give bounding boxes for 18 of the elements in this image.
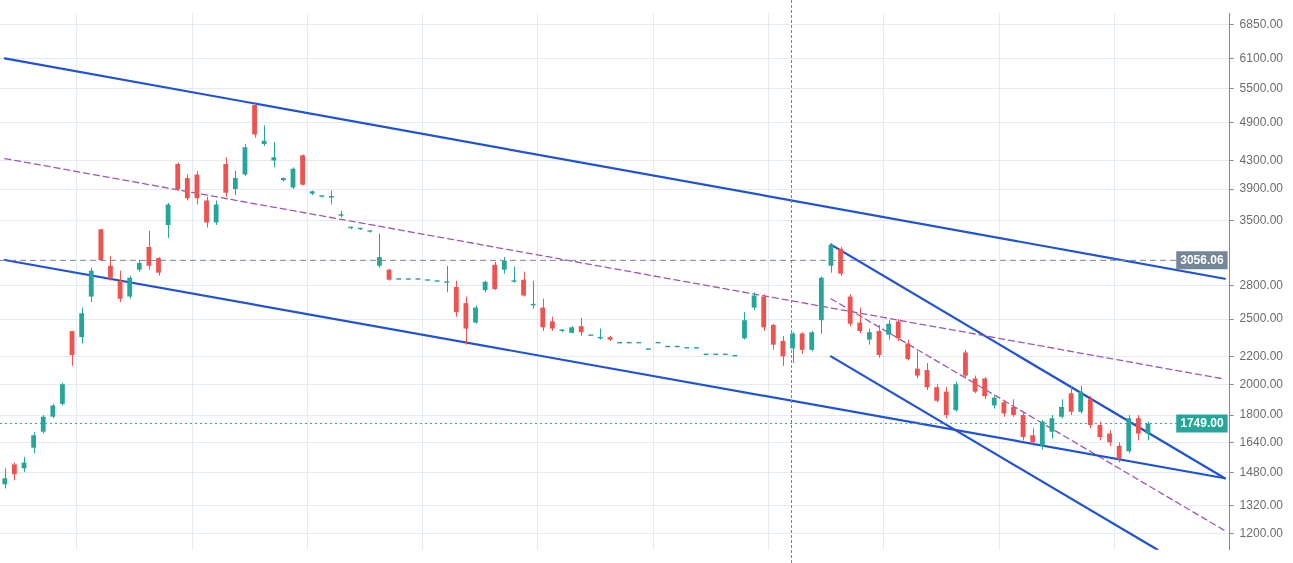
- y-tick-label: 3900.00: [1239, 181, 1284, 196]
- y-tick-label: 1480.00: [1239, 464, 1284, 479]
- y-tick-label: 1800.00: [1239, 407, 1284, 422]
- ref-line-label: 1749.00: [1180, 415, 1224, 430]
- y-tick-label: 2500.00: [1239, 311, 1284, 326]
- y-tick-label: 1640.00: [1239, 434, 1284, 449]
- y-tick-label: 5500.00: [1239, 80, 1284, 95]
- y-tick-label: 1200.00: [1239, 525, 1284, 540]
- ref-line-label: 3056.06: [1180, 252, 1224, 267]
- y-tick-label: 1320.00: [1239, 497, 1284, 512]
- y-tick-label: 6850.00: [1239, 16, 1284, 31]
- y-tick-label: 2800.00: [1239, 278, 1284, 293]
- y-tick-label: 4900.00: [1239, 114, 1284, 129]
- y-tick-label: 6100.00: [1239, 50, 1284, 65]
- y-tick-label: 2000.00: [1239, 376, 1284, 391]
- y-tick-label: 4300.00: [1239, 152, 1284, 167]
- y-tick-label: 3500.00: [1239, 213, 1284, 228]
- y-tick-label: 2200.00: [1239, 348, 1284, 363]
